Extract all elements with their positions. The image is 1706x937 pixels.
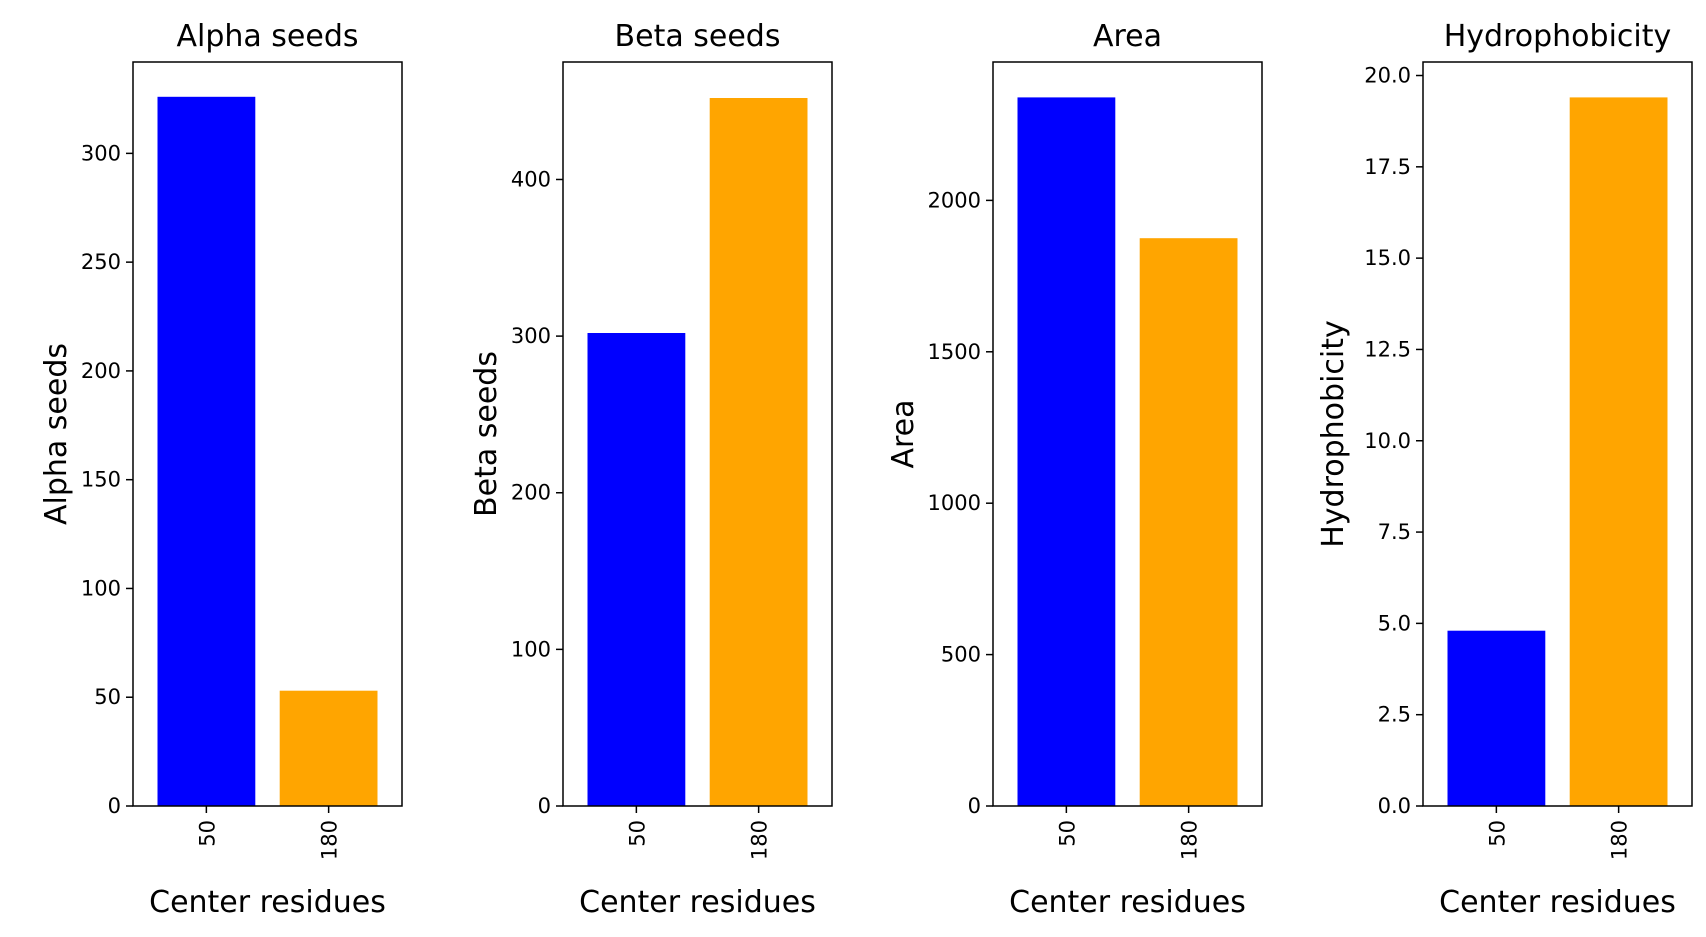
y-tick-label: 7.5	[1378, 520, 1411, 544]
y-tick-label: 15.0	[1364, 246, 1411, 270]
axes-frame	[132, 61, 403, 807]
x-axis-label: Center residues	[1009, 885, 1246, 920]
bar-180	[709, 98, 808, 806]
axes-frame	[562, 61, 833, 807]
axes-frame	[1422, 61, 1693, 807]
bar-180	[1569, 97, 1668, 806]
chart-title: Area	[1093, 19, 1162, 54]
y-tick-label: 250	[81, 250, 121, 274]
x-tick-label: 180	[1608, 820, 1632, 860]
bar-180	[279, 690, 378, 806]
y-tick-label: 150	[81, 468, 121, 492]
y-tick-label: 2000	[928, 188, 981, 212]
y-tick-label: 50	[94, 685, 121, 709]
y-tick-label: 300	[81, 141, 121, 165]
x-tick-label: 50	[1055, 820, 1079, 847]
y-tick-label: 100	[81, 576, 121, 600]
axes-frame	[992, 61, 1263, 807]
y-tick-label: 0.0	[1378, 794, 1411, 818]
bar-180	[1139, 238, 1238, 806]
x-axis-label: Center residues	[149, 885, 386, 920]
x-tick-label: 180	[318, 820, 342, 860]
y-tick-label: 1000	[928, 491, 981, 515]
y-tick-label: 200	[81, 359, 121, 383]
y-tick-label: 0	[108, 794, 121, 818]
y-tick-label: 1500	[928, 340, 981, 364]
bar-50	[157, 96, 256, 807]
y-tick-label: 20.0	[1364, 64, 1411, 88]
chart-title: Hydrophobicity	[1444, 19, 1672, 54]
x-tick-label: 50	[195, 820, 219, 847]
y-axis-label: Beta seeds	[469, 351, 504, 517]
x-tick-label: 50	[625, 820, 649, 847]
bar-50	[1017, 97, 1116, 806]
x-axis-label: Center residues	[579, 885, 816, 920]
chart-panel-4: 50 180 0.0 2.5 5.0 7.5 10.0 12.5 15.0 17.5 20.0 Hyd…	[1316, 19, 1693, 920]
chart-panel-3: 50 180 0 500 1000 1500 2000 Area Center residues…	[886, 19, 1263, 920]
y-tick-label: 200	[511, 481, 551, 505]
y-axis-label: Alpha seeds	[39, 343, 74, 525]
y-axis-label: Hydrophobicity	[1316, 320, 1351, 548]
chart-title: Beta seeds	[615, 19, 781, 54]
y-tick-label: 17.5	[1364, 155, 1411, 179]
bar-50	[587, 333, 686, 806]
bar-50	[1447, 630, 1546, 806]
y-tick-label: 2.5	[1378, 703, 1411, 727]
y-tick-label: 100	[511, 637, 551, 661]
y-tick-label: 12.5	[1364, 337, 1411, 361]
y-tick-label: 300	[511, 324, 551, 348]
y-tick-label: 0	[538, 794, 551, 818]
y-tick-label: 500	[941, 643, 981, 667]
y-tick-label: 400	[511, 167, 551, 191]
y-tick-label: 5.0	[1378, 611, 1411, 635]
chart-title: Alpha seeds	[176, 19, 358, 54]
chart-panel-1: 50 180 0 50 100 150 200 250 300 Alpha seeds Center…	[39, 19, 403, 920]
x-tick-label: 180	[748, 820, 772, 860]
y-tick-label: 10.0	[1364, 429, 1411, 453]
x-tick-label: 50	[1485, 820, 1509, 847]
y-tick-label: 0	[968, 794, 981, 818]
y-axis-label: Area	[886, 399, 921, 468]
x-tick-label: 180	[1178, 820, 1202, 860]
x-axis-label: Center residues	[1439, 885, 1676, 920]
chart-panel-2: 50 180 0 100 200 300 400 Beta seeds Center resid…	[469, 19, 833, 920]
